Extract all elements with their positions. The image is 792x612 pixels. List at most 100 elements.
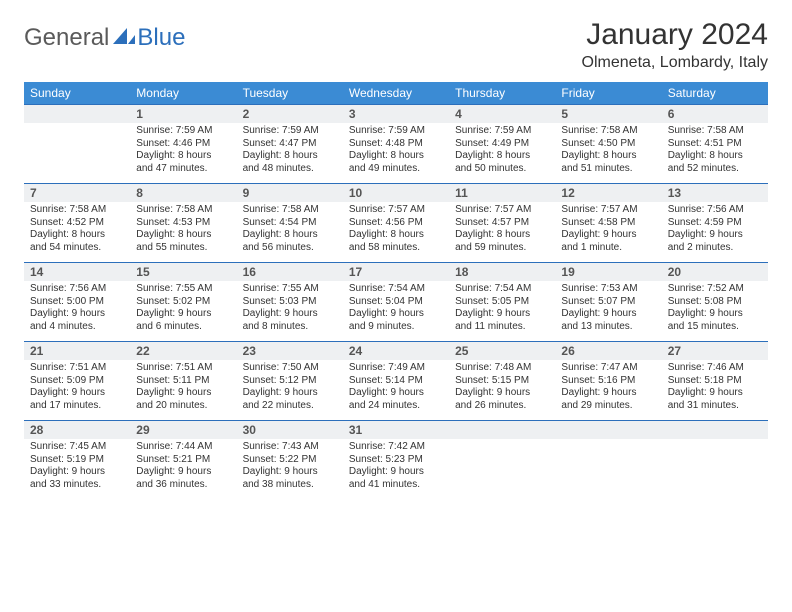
daylight-line: Daylight: 8 hours and 51 minutes. — [561, 150, 655, 175]
sunrise-line: Sunrise: 7:56 AM — [30, 283, 124, 296]
daylight-line: Daylight: 9 hours and 24 minutes. — [349, 387, 443, 412]
sunset-line: Sunset: 4:48 PM — [349, 138, 443, 151]
day-details — [24, 123, 130, 183]
calendar-day-cell: 25Sunrise: 7:48 AMSunset: 5:15 PMDayligh… — [449, 342, 555, 421]
calendar-week-row: 1Sunrise: 7:59 AMSunset: 4:46 PMDaylight… — [24, 105, 768, 184]
daylight-line: Daylight: 9 hours and 17 minutes. — [30, 387, 124, 412]
sunset-line: Sunset: 5:19 PM — [30, 454, 124, 467]
calendar-day-cell: 11Sunrise: 7:57 AMSunset: 4:57 PMDayligh… — [449, 184, 555, 263]
day-of-week-header: Friday — [555, 82, 661, 105]
sunrise-line: Sunrise: 7:45 AM — [30, 441, 124, 454]
calendar-day-cell: 4Sunrise: 7:59 AMSunset: 4:49 PMDaylight… — [449, 105, 555, 184]
day-details: Sunrise: 7:53 AMSunset: 5:07 PMDaylight:… — [555, 281, 661, 341]
sunset-line: Sunset: 5:18 PM — [668, 375, 762, 388]
daylight-line: Daylight: 9 hours and 26 minutes. — [455, 387, 549, 412]
sunrise-line: Sunrise: 7:52 AM — [668, 283, 762, 296]
day-details: Sunrise: 7:58 AMSunset: 4:52 PMDaylight:… — [24, 202, 130, 262]
day-details: Sunrise: 7:59 AMSunset: 4:46 PMDaylight:… — [130, 123, 236, 183]
daylight-line: Daylight: 8 hours and 59 minutes. — [455, 229, 549, 254]
sunset-line: Sunset: 4:47 PM — [243, 138, 337, 151]
daylight-line: Daylight: 9 hours and 13 minutes. — [561, 308, 655, 333]
sunset-line: Sunset: 5:04 PM — [349, 296, 443, 309]
daylight-line: Daylight: 8 hours and 49 minutes. — [349, 150, 443, 175]
day-number: 2 — [237, 105, 343, 123]
calendar-day-cell: 16Sunrise: 7:55 AMSunset: 5:03 PMDayligh… — [237, 263, 343, 342]
calendar-day-cell: 19Sunrise: 7:53 AMSunset: 5:07 PMDayligh… — [555, 263, 661, 342]
day-details: Sunrise: 7:56 AMSunset: 4:59 PMDaylight:… — [662, 202, 768, 262]
day-details: Sunrise: 7:45 AMSunset: 5:19 PMDaylight:… — [24, 439, 130, 499]
calendar-day-cell: 21Sunrise: 7:51 AMSunset: 5:09 PMDayligh… — [24, 342, 130, 421]
daylight-line: Daylight: 9 hours and 29 minutes. — [561, 387, 655, 412]
sunset-line: Sunset: 5:21 PM — [136, 454, 230, 467]
calendar-day-cell: 7Sunrise: 7:58 AMSunset: 4:52 PMDaylight… — [24, 184, 130, 263]
page-header: General Blue January 2024 Olmeneta, Lomb… — [24, 18, 768, 72]
sunrise-line: Sunrise: 7:55 AM — [243, 283, 337, 296]
calendar-table: SundayMondayTuesdayWednesdayThursdayFrid… — [24, 82, 768, 499]
day-number — [449, 421, 555, 439]
daylight-line: Daylight: 9 hours and 6 minutes. — [136, 308, 230, 333]
day-details: Sunrise: 7:42 AMSunset: 5:23 PMDaylight:… — [343, 439, 449, 499]
sunrise-line: Sunrise: 7:58 AM — [136, 204, 230, 217]
calendar-day-cell: 17Sunrise: 7:54 AMSunset: 5:04 PMDayligh… — [343, 263, 449, 342]
sunrise-line: Sunrise: 7:51 AM — [136, 362, 230, 375]
day-number: 4 — [449, 105, 555, 123]
day-details: Sunrise: 7:57 AMSunset: 4:58 PMDaylight:… — [555, 202, 661, 262]
day-number: 17 — [343, 263, 449, 281]
sunset-line: Sunset: 4:56 PM — [349, 217, 443, 230]
day-details: Sunrise: 7:49 AMSunset: 5:14 PMDaylight:… — [343, 360, 449, 420]
day-details: Sunrise: 7:55 AMSunset: 5:03 PMDaylight:… — [237, 281, 343, 341]
day-number: 9 — [237, 184, 343, 202]
day-number — [662, 421, 768, 439]
sunset-line: Sunset: 5:07 PM — [561, 296, 655, 309]
day-details: Sunrise: 7:51 AMSunset: 5:09 PMDaylight:… — [24, 360, 130, 420]
calendar-day-cell — [662, 421, 768, 500]
day-details: Sunrise: 7:50 AMSunset: 5:12 PMDaylight:… — [237, 360, 343, 420]
sunrise-line: Sunrise: 7:44 AM — [136, 441, 230, 454]
day-number: 31 — [343, 421, 449, 439]
daylight-line: Daylight: 8 hours and 52 minutes. — [668, 150, 762, 175]
day-number: 16 — [237, 263, 343, 281]
daylight-line: Daylight: 8 hours and 50 minutes. — [455, 150, 549, 175]
sunset-line: Sunset: 5:03 PM — [243, 296, 337, 309]
day-details: Sunrise: 7:46 AMSunset: 5:18 PMDaylight:… — [662, 360, 768, 420]
calendar-day-cell: 14Sunrise: 7:56 AMSunset: 5:00 PMDayligh… — [24, 263, 130, 342]
sunrise-line: Sunrise: 7:59 AM — [349, 125, 443, 138]
daylight-line: Daylight: 8 hours and 54 minutes. — [30, 229, 124, 254]
day-number: 20 — [662, 263, 768, 281]
logo-text-blue: Blue — [137, 24, 185, 52]
calendar-day-cell: 5Sunrise: 7:58 AMSunset: 4:50 PMDaylight… — [555, 105, 661, 184]
calendar-day-cell: 20Sunrise: 7:52 AMSunset: 5:08 PMDayligh… — [662, 263, 768, 342]
sunrise-line: Sunrise: 7:57 AM — [455, 204, 549, 217]
sunrise-line: Sunrise: 7:42 AM — [349, 441, 443, 454]
sunset-line: Sunset: 4:58 PM — [561, 217, 655, 230]
calendar-day-cell: 8Sunrise: 7:58 AMSunset: 4:53 PMDaylight… — [130, 184, 236, 263]
sunrise-line: Sunrise: 7:55 AM — [136, 283, 230, 296]
sunset-line: Sunset: 5:16 PM — [561, 375, 655, 388]
calendar-week-row: 28Sunrise: 7:45 AMSunset: 5:19 PMDayligh… — [24, 421, 768, 500]
month-title: January 2024 — [582, 18, 768, 52]
day-number: 6 — [662, 105, 768, 123]
day-details: Sunrise: 7:57 AMSunset: 4:56 PMDaylight:… — [343, 202, 449, 262]
calendar-day-cell: 24Sunrise: 7:49 AMSunset: 5:14 PMDayligh… — [343, 342, 449, 421]
sunset-line: Sunset: 4:49 PM — [455, 138, 549, 151]
sunset-line: Sunset: 5:00 PM — [30, 296, 124, 309]
day-number: 30 — [237, 421, 343, 439]
day-details: Sunrise: 7:54 AMSunset: 5:04 PMDaylight:… — [343, 281, 449, 341]
day-details: Sunrise: 7:54 AMSunset: 5:05 PMDaylight:… — [449, 281, 555, 341]
sunrise-line: Sunrise: 7:57 AM — [349, 204, 443, 217]
sunset-line: Sunset: 4:54 PM — [243, 217, 337, 230]
sunrise-line: Sunrise: 7:43 AM — [243, 441, 337, 454]
sunrise-line: Sunrise: 7:56 AM — [668, 204, 762, 217]
sunset-line: Sunset: 4:57 PM — [455, 217, 549, 230]
title-block: January 2024 Olmeneta, Lombardy, Italy — [582, 18, 768, 72]
daylight-line: Daylight: 8 hours and 56 minutes. — [243, 229, 337, 254]
day-number: 24 — [343, 342, 449, 360]
sunset-line: Sunset: 5:09 PM — [30, 375, 124, 388]
sunrise-line: Sunrise: 7:58 AM — [30, 204, 124, 217]
daylight-line: Daylight: 9 hours and 31 minutes. — [668, 387, 762, 412]
logo-text-general: General — [24, 24, 109, 52]
day-number: 7 — [24, 184, 130, 202]
daylight-line: Daylight: 9 hours and 2 minutes. — [668, 229, 762, 254]
logo-sail-icon — [113, 26, 135, 51]
sunset-line: Sunset: 4:51 PM — [668, 138, 762, 151]
